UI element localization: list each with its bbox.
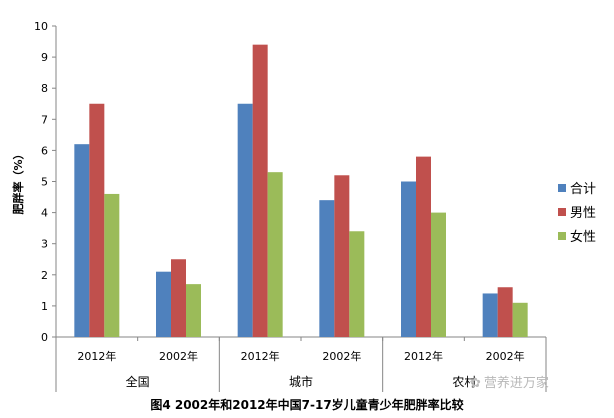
watermark-text: 营养进万家 [483, 376, 549, 391]
x-category-label: 2012年 [241, 349, 280, 363]
y-tick-label: 0 [41, 331, 48, 344]
watermark: ✿ 营养进万家 [470, 372, 549, 391]
x-category-label: 2002年 [159, 349, 198, 363]
x-category-label: 2002年 [486, 349, 525, 363]
y-tick-label: 6 [41, 144, 48, 157]
y-axis-title: 肥胖率（%） [11, 148, 25, 214]
bar-合计-5 [482, 293, 498, 337]
legend-swatch-男性 [558, 208, 566, 216]
legend-label: 女性 [570, 229, 596, 245]
y-tick-label: 10 [34, 20, 48, 33]
y-tick-label: 2 [41, 269, 48, 282]
y-tick-label: 9 [41, 51, 48, 64]
bar-女性-0 [104, 193, 120, 337]
legend-swatch-女性 [558, 232, 566, 240]
legend-swatch-合计 [558, 184, 566, 192]
bar-合计-3 [319, 200, 335, 337]
chart-caption: 图4 2002年和2012年中国7-17岁儿童青少年肥胖率比较 [150, 398, 464, 412]
bar-男性-0 [89, 103, 105, 337]
x-category-label: 2012年 [77, 349, 116, 363]
bar-女性-3 [349, 231, 365, 337]
legend-label: 合计 [570, 182, 596, 197]
y-tick-label: 3 [41, 238, 48, 251]
bar-合计-4 [401, 181, 416, 337]
bar-女性-2 [267, 172, 283, 337]
legend-label: 男性 [570, 206, 596, 221]
bar-合计-0 [74, 144, 90, 337]
y-tick-label: 5 [41, 176, 48, 189]
wechat-icon: ✿ [470, 376, 481, 391]
bar-男性-3 [334, 175, 350, 337]
x-group-label: 城市 [289, 374, 313, 389]
y-tick-label: 8 [41, 82, 48, 95]
x-group-label: 农村 [452, 375, 476, 389]
bar-男性-1 [171, 259, 186, 337]
bar-合计-2 [237, 103, 253, 337]
x-group-label: 全国 [126, 374, 150, 389]
bar-男性-2 [252, 44, 268, 337]
bar-男性-4 [416, 156, 431, 337]
bar-男性-5 [497, 287, 513, 337]
bar-女性-5 [512, 302, 528, 337]
y-tick-label: 7 [41, 113, 48, 126]
x-category-label: 2002年 [322, 349, 361, 363]
y-tick-label: 1 [41, 300, 48, 313]
y-tick-label: 4 [41, 207, 48, 220]
bar-女性-4 [431, 212, 446, 337]
bar-合计-1 [156, 271, 171, 337]
bar-女性-1 [186, 284, 201, 337]
x-category-label: 2012年 [404, 349, 443, 363]
